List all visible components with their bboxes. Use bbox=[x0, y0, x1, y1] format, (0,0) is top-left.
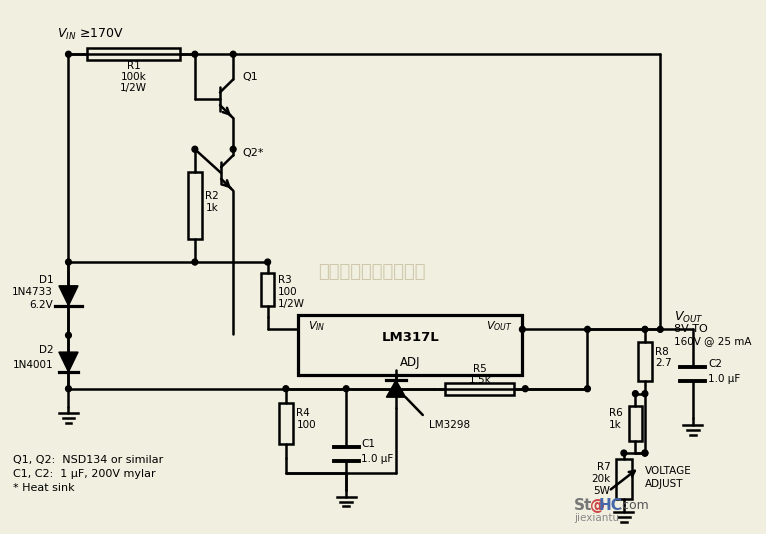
Text: St: St bbox=[574, 498, 592, 513]
Circle shape bbox=[192, 146, 198, 152]
Bar bbox=[616, 459, 631, 499]
Circle shape bbox=[192, 259, 198, 265]
Bar bbox=[279, 403, 293, 444]
Bar bbox=[87, 48, 180, 60]
Circle shape bbox=[192, 51, 198, 57]
Circle shape bbox=[231, 51, 236, 57]
Text: Q1, Q2:  NSD134 or similar: Q1, Q2: NSD134 or similar bbox=[13, 455, 163, 465]
Circle shape bbox=[657, 326, 663, 332]
Text: 1/2W: 1/2W bbox=[120, 83, 147, 93]
Circle shape bbox=[66, 51, 71, 57]
Text: R5: R5 bbox=[473, 364, 486, 374]
Text: $V_{OUT}$: $V_{OUT}$ bbox=[486, 319, 512, 333]
Polygon shape bbox=[386, 380, 405, 397]
Text: $V_{IN}$: $V_{IN}$ bbox=[308, 319, 326, 333]
Text: D1: D1 bbox=[38, 275, 53, 285]
Bar bbox=[638, 342, 652, 381]
Text: jiexiantu: jiexiantu bbox=[574, 513, 619, 523]
Text: .com: .com bbox=[619, 499, 650, 512]
Text: $V_{OUT}$: $V_{OUT}$ bbox=[673, 310, 703, 325]
Circle shape bbox=[584, 386, 591, 392]
Text: 1N4733: 1N4733 bbox=[12, 287, 53, 297]
Text: R3: R3 bbox=[278, 275, 292, 285]
Circle shape bbox=[519, 326, 525, 332]
Text: D2: D2 bbox=[38, 345, 53, 355]
Bar bbox=[188, 172, 201, 239]
Text: 1.0 μF: 1.0 μF bbox=[362, 454, 394, 464]
Text: 100: 100 bbox=[278, 287, 298, 297]
Text: R8: R8 bbox=[656, 347, 669, 357]
Text: HC: HC bbox=[599, 498, 623, 513]
Text: 5W: 5W bbox=[594, 486, 611, 496]
Text: 杭州路宪科技有限公司: 杭州路宪科技有限公司 bbox=[319, 263, 426, 281]
Circle shape bbox=[265, 259, 270, 265]
Text: LM317L: LM317L bbox=[381, 331, 439, 344]
Circle shape bbox=[522, 386, 528, 392]
Circle shape bbox=[642, 450, 648, 456]
Circle shape bbox=[393, 386, 399, 392]
Circle shape bbox=[66, 259, 71, 265]
Text: 1k: 1k bbox=[205, 202, 218, 213]
Text: 20k: 20k bbox=[591, 474, 611, 484]
Text: 1.0 μF: 1.0 μF bbox=[708, 374, 741, 384]
Circle shape bbox=[584, 326, 591, 332]
Bar bbox=[445, 383, 514, 395]
Text: C1: C1 bbox=[362, 439, 375, 449]
Text: R7: R7 bbox=[597, 462, 611, 473]
Text: 1.5k: 1.5k bbox=[468, 375, 491, 385]
Circle shape bbox=[343, 386, 349, 392]
Text: LM3298: LM3298 bbox=[428, 420, 470, 430]
Text: C1, C2:  1 μF, 200V mylar: C1, C2: 1 μF, 200V mylar bbox=[13, 469, 155, 479]
Text: @: @ bbox=[591, 498, 606, 513]
Circle shape bbox=[621, 450, 627, 456]
Text: R1: R1 bbox=[126, 61, 140, 71]
Text: 1N4001: 1N4001 bbox=[12, 360, 53, 370]
Text: Q1: Q1 bbox=[243, 72, 258, 82]
Text: VOLTAGE: VOLTAGE bbox=[645, 466, 692, 476]
Text: R6: R6 bbox=[608, 409, 622, 419]
Text: 2.7: 2.7 bbox=[656, 358, 672, 368]
Text: 100k: 100k bbox=[121, 72, 146, 82]
Text: R2: R2 bbox=[205, 191, 219, 201]
Text: 160V @ 25 mA: 160V @ 25 mA bbox=[673, 336, 751, 346]
Text: 100: 100 bbox=[296, 420, 316, 430]
Text: 6.2V: 6.2V bbox=[29, 300, 53, 310]
Circle shape bbox=[633, 391, 638, 397]
Circle shape bbox=[642, 450, 648, 456]
Polygon shape bbox=[59, 352, 78, 372]
Text: ADJ: ADJ bbox=[400, 356, 421, 368]
Text: 1/2W: 1/2W bbox=[278, 299, 305, 309]
Bar bbox=[629, 405, 642, 441]
Text: 1k: 1k bbox=[608, 420, 621, 430]
Bar bbox=[261, 273, 274, 307]
Text: Q2*: Q2* bbox=[243, 148, 264, 158]
Text: C2: C2 bbox=[708, 359, 722, 369]
Text: R4: R4 bbox=[296, 409, 310, 419]
Circle shape bbox=[231, 146, 236, 152]
Circle shape bbox=[642, 326, 648, 332]
Circle shape bbox=[642, 391, 648, 397]
Text: $V_{IN}$ ≥170V: $V_{IN}$ ≥170V bbox=[57, 27, 124, 42]
Circle shape bbox=[66, 332, 71, 338]
Text: 8V TO: 8V TO bbox=[673, 324, 708, 334]
Text: * Heat sink: * Heat sink bbox=[13, 483, 74, 493]
Circle shape bbox=[283, 386, 289, 392]
Bar bbox=[298, 316, 522, 375]
Polygon shape bbox=[59, 286, 78, 305]
Text: ADJUST: ADJUST bbox=[645, 479, 683, 489]
Circle shape bbox=[66, 386, 71, 392]
